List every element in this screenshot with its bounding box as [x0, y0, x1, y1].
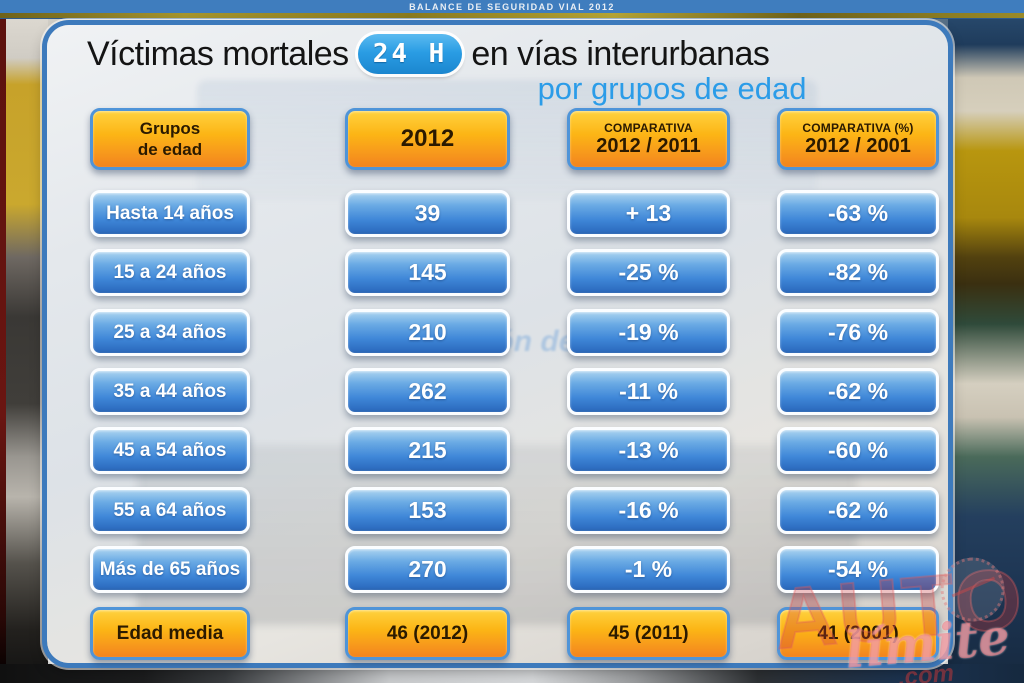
row-comp-2011: -11 %: [567, 368, 730, 415]
row-value-2012: 210: [345, 309, 510, 356]
header-comparativa-2011-line2: 2012 / 2011: [596, 134, 701, 157]
header-2012: 2012: [345, 108, 510, 170]
row-label: Hasta 14 años: [90, 190, 250, 237]
slide-title: Víctimas mortales 24 H en vías interurba…: [87, 34, 770, 74]
header-comparativa-2011: COMPARATIVA 2012 / 2011: [567, 108, 730, 170]
footer-value-2012: 46 (2012): [345, 607, 510, 660]
row-comp-2001: -62 %: [777, 487, 939, 534]
footer-comp-2011: 45 (2011): [567, 607, 730, 660]
header-comparativa-2011-line1: COMPARATIVA: [604, 120, 693, 135]
row-comp-2001: -62 %: [777, 368, 939, 415]
background-left-stripe: [0, 13, 6, 683]
top-bar: BALANCE DE SEGURIDAD VIAL 2012: [0, 0, 1024, 13]
row-comp-2001: -76 %: [777, 309, 939, 356]
row-comp-2011: -13 %: [567, 427, 730, 474]
badge-24h: 24 H: [357, 34, 463, 74]
row-label: Más de 65 años: [90, 546, 250, 593]
gold-strip: [0, 13, 1024, 19]
row-comp-2001: -60 %: [777, 427, 939, 474]
row-label: 35 a 44 años: [90, 368, 250, 415]
header-age-groups: Grupos de edad: [90, 108, 250, 170]
background-desks: [137, 445, 857, 625]
header-comparativa-2001: COMPARATIVA (%) 2012 / 2001: [777, 108, 939, 170]
background-photo-right: [948, 18, 1024, 683]
header-comparativa-2001-line1: COMPARATIVA (%): [802, 120, 914, 135]
row-label: 45 a 54 años: [90, 427, 250, 474]
header-age-groups-line2: de edad: [137, 140, 203, 159]
title-suffix: en vías interurbanas: [471, 34, 770, 73]
slide-subtitle: por grupos de edad: [537, 71, 807, 106]
header-comparativa-2001-line2: 2012 / 2001: [805, 134, 911, 157]
row-value-2012: 153: [345, 487, 510, 534]
row-value-2012: 215: [345, 427, 510, 474]
slide-panel: ección de Tráfico Víctimas mortales 24 H…: [47, 25, 948, 663]
row-comp-2001: -54 %: [777, 546, 939, 593]
footer-label: Edad media: [90, 607, 250, 660]
row-value-2012: 145: [345, 249, 510, 296]
row-comp-2011: -19 %: [567, 309, 730, 356]
background-photo-left: [6, 18, 48, 683]
footer-comp-2001: 41 (2001): [777, 607, 939, 660]
title-prefix: Víctimas mortales: [87, 34, 349, 73]
row-comp-2011: + 13: [567, 190, 730, 237]
row-value-2012: 39: [345, 190, 510, 237]
row-value-2012: 262: [345, 368, 510, 415]
background-photo-bottom: [0, 664, 1024, 683]
row-comp-2011: -16 %: [567, 487, 730, 534]
header-age-groups-line1: Grupos: [139, 118, 201, 138]
header-2012-label: 2012: [400, 124, 455, 152]
row-comp-2001: -82 %: [777, 249, 939, 296]
row-label: 55 a 64 años: [90, 487, 250, 534]
row-value-2012: 270: [345, 546, 510, 593]
row-label: 15 a 24 años: [90, 249, 250, 296]
row-comp-2011: -1 %: [567, 546, 730, 593]
top-bar-title: BALANCE DE SEGURIDAD VIAL 2012: [409, 1, 615, 12]
row-comp-2001: -63 %: [777, 190, 939, 237]
row-comp-2011: -25 %: [567, 249, 730, 296]
row-label: 25 a 34 años: [90, 309, 250, 356]
